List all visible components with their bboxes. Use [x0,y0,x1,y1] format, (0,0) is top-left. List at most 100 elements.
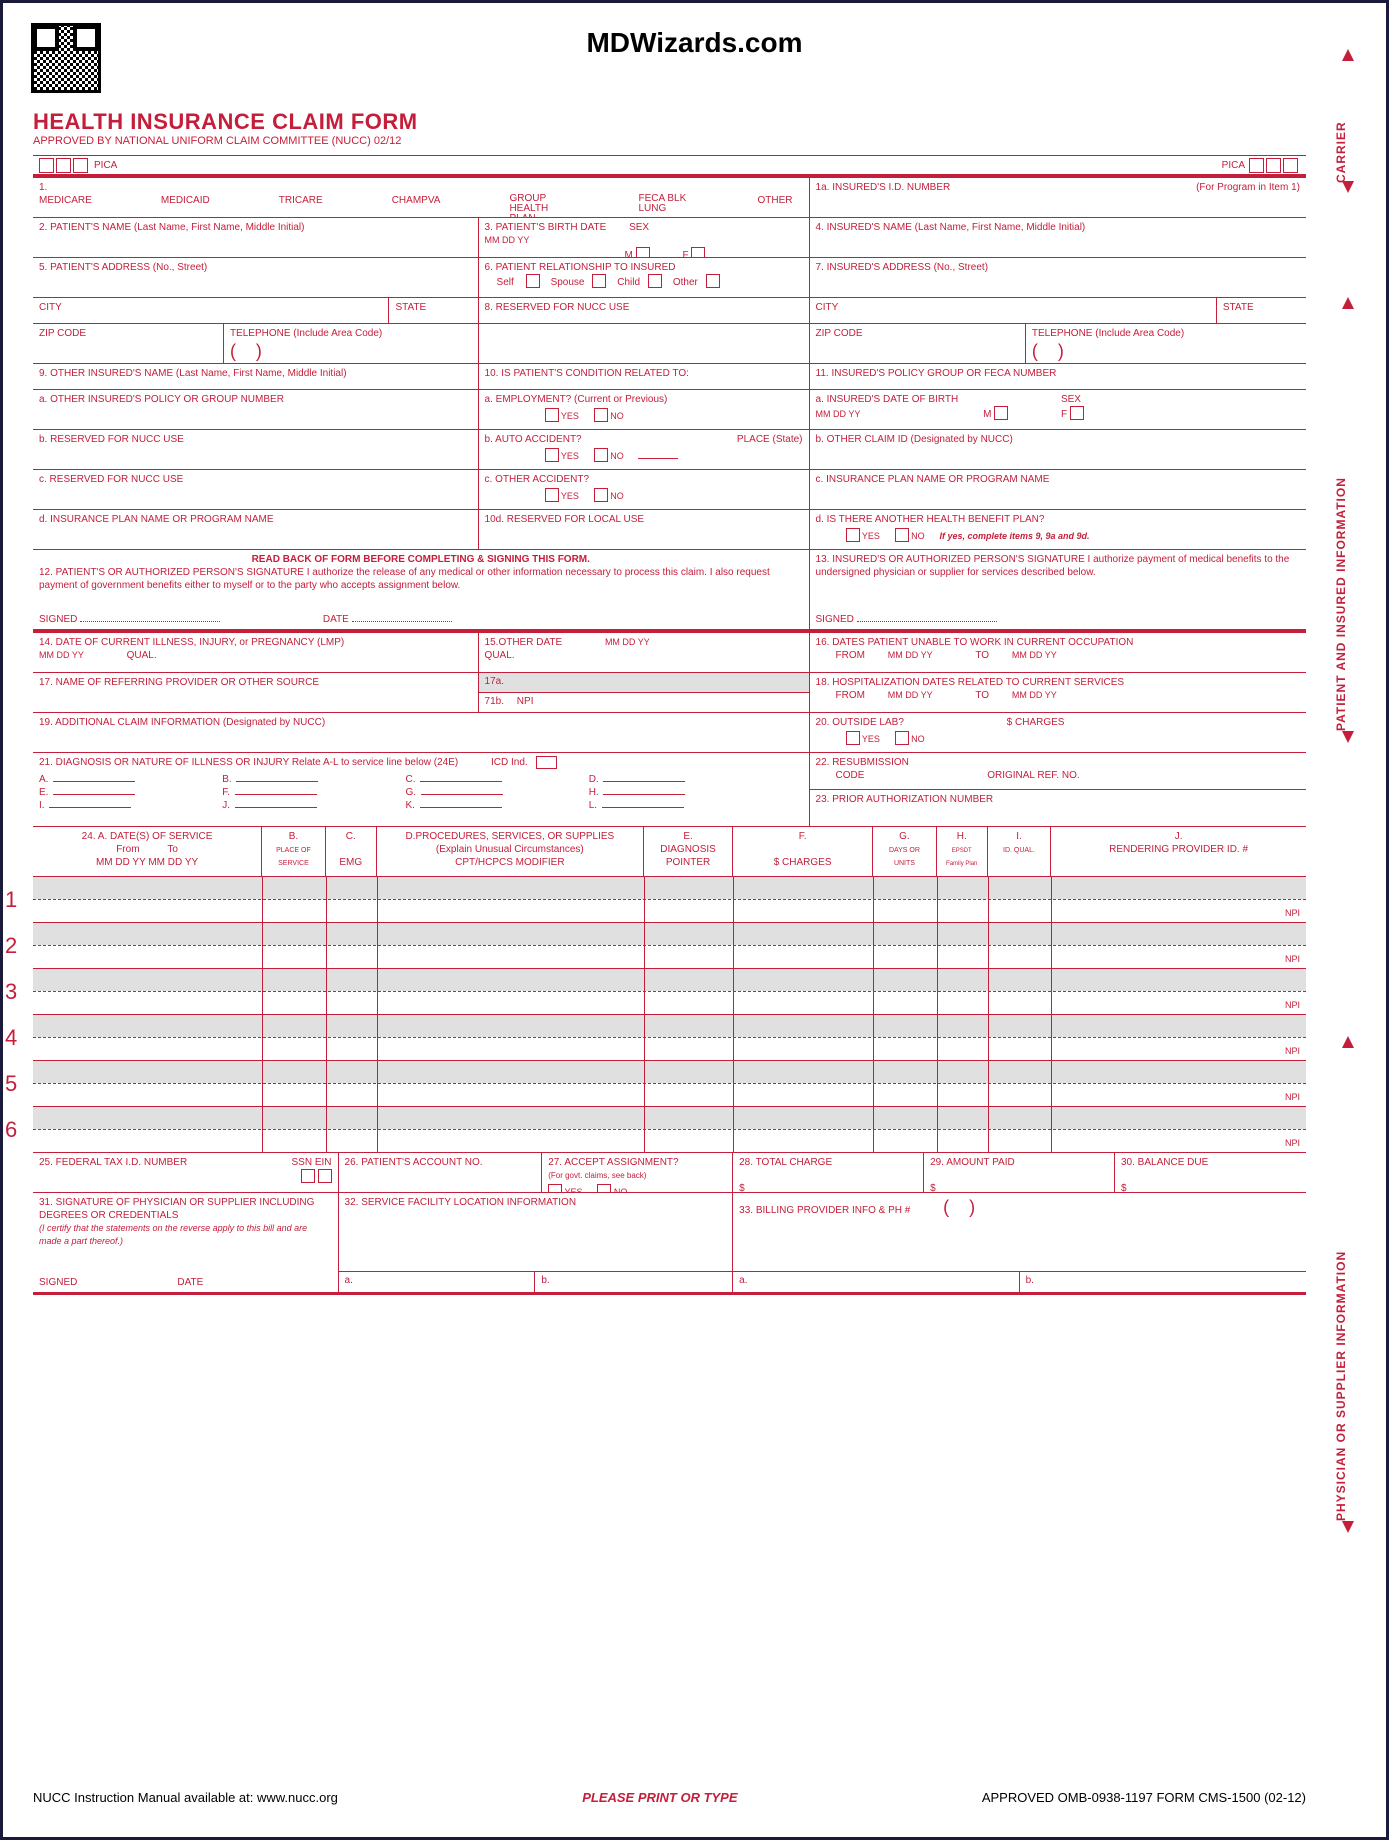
diag-D.[interactable]: D. [589,773,772,786]
box-30[interactable]: 30. BALANCE DUE$ [1115,1153,1306,1192]
box-5[interactable]: 5. PATIENT'S ADDRESS (No., Street) [33,258,479,297]
chk[interactable] [594,488,608,502]
pica-box[interactable] [39,158,54,173]
chk[interactable] [545,488,559,502]
pica-box[interactable] [1266,158,1281,173]
box-10c[interactable]: c. OTHER ACCIDENT? YES NO [479,470,810,509]
box-1a[interactable]: 1a. INSURED'S I.D. NUMBER (For Program i… [810,178,1306,217]
chk[interactable] [895,528,909,542]
city-r[interactable]: CITY [810,298,1217,323]
box-18[interactable]: 18. HOSPITALIZATION DATES RELATED TO CUR… [810,673,1306,712]
diag-E.[interactable]: E. [39,786,222,799]
box-10b[interactable]: b. AUTO ACCIDENT? PLACE (State) YES NO [479,430,810,469]
service-row-1[interactable]: 1NPI [33,876,1306,922]
box-9a[interactable]: a. OTHER INSURED'S POLICY OR GROUP NUMBE… [33,390,479,429]
box-10a[interactable]: a. EMPLOYMENT? (Current or Previous) YES… [479,390,810,429]
chk[interactable] [526,274,540,288]
chk[interactable] [846,528,860,542]
box-33[interactable]: 33. BILLING PROVIDER INFO & PH # ( ) a. … [733,1193,1306,1292]
b[interactable]: b. [535,1272,732,1292]
diag-C.[interactable]: C. [405,773,588,786]
box-2[interactable]: 2. PATIENT'S NAME (Last Name, First Name… [33,218,479,257]
service-row-5[interactable]: 5NPI [33,1060,1306,1106]
box-19[interactable]: 19. ADDITIONAL CLAIM INFORMATION (Design… [33,713,810,752]
box-32[interactable]: 32. SERVICE FACILITY LOCATION INFORMATIO… [339,1193,734,1292]
chk[interactable] [994,406,1008,420]
box-20[interactable]: 20. OUTSIDE LAB? $ CHARGES YES NO [810,713,1306,752]
chk[interactable] [545,448,559,462]
b[interactable]: b. [1020,1272,1306,1292]
diag-J.[interactable]: J. [222,799,405,812]
service-row-2[interactable]: 2NPI [33,922,1306,968]
diag-F.[interactable]: F. [222,786,405,799]
chk-m[interactable] [636,247,650,257]
a[interactable]: a. [733,1272,1019,1292]
diag-K.[interactable]: K. [405,799,588,812]
box-27[interactable]: 27. ACCEPT ASSIGNMENT?(For govt. claims,… [542,1153,733,1192]
box-23[interactable]: 23. PRIOR AUTHORIZATION NUMBER [810,790,1306,826]
pica-box[interactable] [56,158,71,173]
box-9[interactable]: 9. OTHER INSURED'S NAME (Last Name, Firs… [33,364,479,389]
chk-ein[interactable] [318,1169,332,1183]
box-9d[interactable]: d. INSURANCE PLAN NAME OR PROGRAM NAME [33,510,479,549]
chk[interactable] [597,1184,611,1192]
chk[interactable] [594,408,608,422]
service-row-6[interactable]: 6NPI [33,1106,1306,1152]
box-12[interactable]: READ BACK OF FORM BEFORE COMPLETING & SI… [33,550,810,629]
box-6[interactable]: 6. PATIENT RELATIONSHIP TO INSURED Self … [479,258,810,297]
zip-l[interactable]: ZIP CODE [33,324,224,363]
box-16[interactable]: 16. DATES PATIENT UNABLE TO WORK IN CURR… [810,633,1306,672]
box-11[interactable]: 11. INSURED'S POLICY GROUP OR FECA NUMBE… [810,364,1306,389]
chk[interactable] [706,274,720,288]
box-14[interactable]: 14. DATE OF CURRENT ILLNESS, INJURY, or … [33,633,479,672]
l: 22. RESUBMISSION [816,757,909,768]
service-row-4[interactable]: 4NPI [33,1014,1306,1060]
state-l[interactable]: STATE [389,298,478,323]
chk[interactable] [545,408,559,422]
chk[interactable] [846,731,860,745]
box-29[interactable]: 29. AMOUNT PAID$ [924,1153,1115,1192]
pica-box[interactable] [73,158,88,173]
box-11c[interactable]: c. INSURANCE PLAN NAME OR PROGRAM NAME [810,470,1306,509]
chk[interactable] [648,274,662,288]
box-31[interactable]: 31. SIGNATURE OF PHYSICIAN OR SUPPLIER I… [33,1193,339,1292]
diag-B.[interactable]: B. [222,773,405,786]
box-22[interactable]: 22. RESUBMISSION CODE ORIGINAL REF. NO. [810,753,1306,790]
zip-r[interactable]: ZIP CODE [810,324,1026,363]
box-3[interactable]: 3. PATIENT'S BIRTH DATE SEX MM DD YY M F [479,218,810,257]
diag-I.[interactable]: I. [39,799,222,812]
chk-ssn[interactable] [301,1169,315,1183]
chk[interactable] [548,1184,562,1192]
diag-L.[interactable]: L. [589,799,772,812]
box-17ab[interactable]: 17a. 71b. NPI [479,673,810,712]
box-4[interactable]: 4. INSURED'S NAME (Last Name, First Name… [810,218,1306,257]
box-15[interactable]: 15.OTHER DATE MM DD YY QUAL. [479,633,810,672]
phone-l[interactable]: TELEPHONE (Include Area Code)( ) [224,324,479,363]
diag-A.[interactable]: A. [39,773,222,786]
pica-box[interactable] [1249,158,1264,173]
diag-H.[interactable]: H. [589,786,772,799]
box-25[interactable]: 25. FEDERAL TAX I.D. NUMBERSSN EIN [33,1153,339,1192]
box-21[interactable]: 21. DIAGNOSIS OR NATURE OF ILLNESS OR IN… [33,753,810,826]
box-17[interactable]: 17. NAME OF REFERRING PROVIDER OR OTHER … [33,673,479,712]
box-13[interactable]: 13. INSURED'S OR AUTHORIZED PERSON'S SIG… [810,550,1306,629]
box-11b[interactable]: b. OTHER CLAIM ID (Designated by NUCC) [810,430,1306,469]
box-28[interactable]: 28. TOTAL CHARGE$ [733,1153,924,1192]
state-r[interactable]: STATE [1217,298,1306,323]
pica-box[interactable] [1283,158,1298,173]
a[interactable]: a. [339,1272,536,1292]
phone-r[interactable]: TELEPHONE (Include Area Code)( ) [1026,324,1306,363]
box-11a[interactable]: a. INSURED'S DATE OF BIRTH SEX MM DD YY … [810,390,1306,429]
box-11d[interactable]: d. IS THERE ANOTHER HEALTH BENEFIT PLAN?… [810,510,1306,549]
city-l[interactable]: CITY [33,298,389,323]
chk[interactable] [594,448,608,462]
chk[interactable] [895,731,909,745]
chk-f[interactable] [691,247,705,257]
chk[interactable] [592,274,606,288]
service-row-3[interactable]: 3NPI [33,968,1306,1014]
chk[interactable] [1070,406,1084,420]
diag-G.[interactable]: G. [405,786,588,799]
box-10d[interactable]: 10d. RESERVED FOR LOCAL USE [479,510,810,549]
box-7[interactable]: 7. INSURED'S ADDRESS (No., Street) [810,258,1306,297]
box-26[interactable]: 26. PATIENT'S ACCOUNT NO. [339,1153,543,1192]
